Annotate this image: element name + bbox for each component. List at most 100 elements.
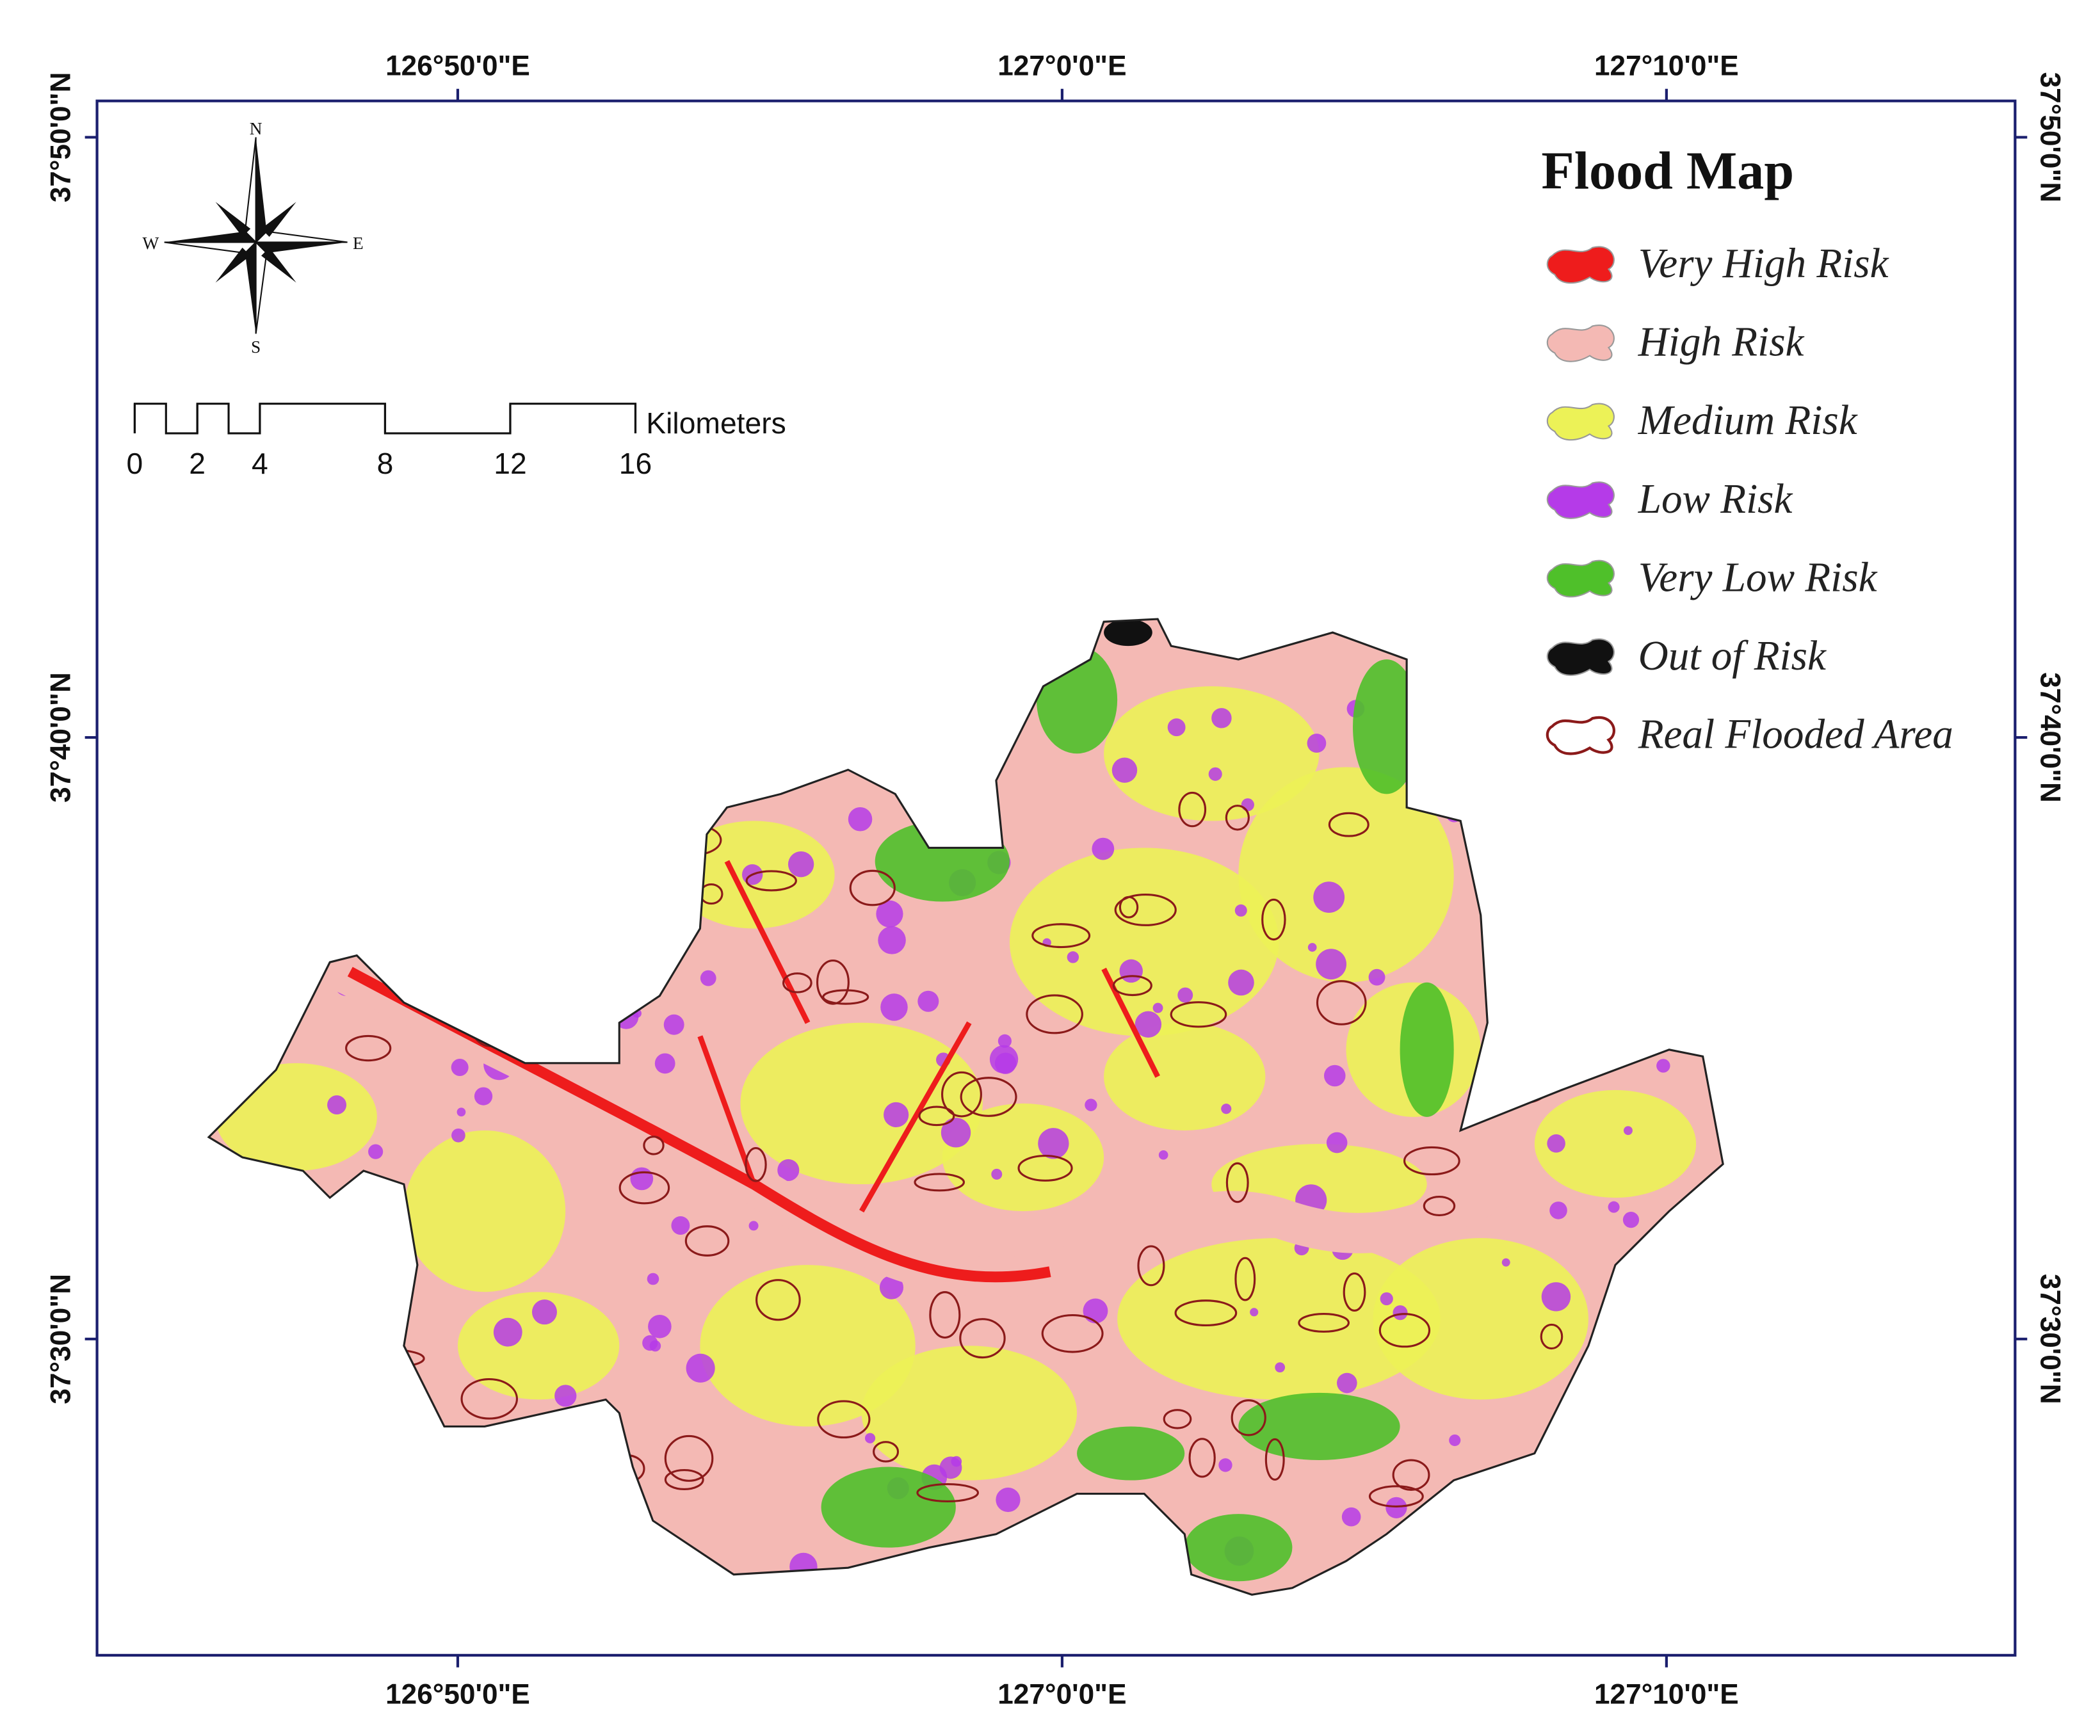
low-risk-patch	[951, 1456, 962, 1467]
low-risk-patch	[941, 1118, 971, 1148]
low-risk-patch	[1218, 1458, 1232, 1472]
legend-swatch	[1546, 246, 1615, 284]
legend-title: Flood Map	[1541, 141, 1794, 200]
medium-risk-zone	[1104, 686, 1320, 821]
compass-e: E	[353, 234, 364, 253]
medium-risk-zone	[700, 1265, 916, 1427]
low-risk-patch	[1038, 1128, 1069, 1159]
scale-unit: Kilometers	[646, 406, 786, 440]
longitude-label: 127°10'0"E	[1594, 51, 1739, 82]
flooded-area	[1316, 980, 1367, 1025]
legend-swatch	[1546, 325, 1615, 362]
low-risk-patch	[788, 851, 814, 878]
flooded-area	[745, 870, 797, 892]
flooded-area	[1231, 1399, 1266, 1436]
low-risk-patch	[1341, 1507, 1361, 1527]
low-risk-patch	[1167, 718, 1186, 737]
low-risk-patch	[1092, 837, 1115, 860]
flooded-area	[916, 1483, 980, 1503]
low-risk-patch	[848, 807, 873, 832]
compass: N S E W	[142, 119, 363, 357]
latitude-label: 37°30'0"N	[2034, 1274, 2065, 1404]
low-risk-patch	[1111, 757, 1138, 783]
medium-risk-zone	[861, 1346, 1078, 1481]
flooded-area	[1378, 1313, 1431, 1348]
medium-risk-zone	[1373, 1238, 1588, 1400]
scale-label: 8	[377, 447, 394, 480]
scale-label: 2	[189, 447, 206, 480]
medium-risk-zone	[403, 1130, 566, 1292]
stream	[697, 1035, 757, 1185]
latitude-label: 37°50'0"N	[2034, 72, 2065, 203]
low-risk-patch	[456, 1107, 466, 1117]
flooded-area	[1174, 1299, 1238, 1327]
low-risk-patch	[654, 1053, 675, 1074]
low-risk-patch	[1313, 881, 1345, 913]
low-risk-patch	[451, 1128, 465, 1143]
low-risk-patch	[686, 1353, 715, 1383]
flooded-area	[1026, 994, 1083, 1034]
medium-risk-zone	[457, 1292, 620, 1400]
medium-risk-zone	[740, 1022, 983, 1185]
low-risk-patch	[1541, 1282, 1571, 1312]
low-risk-patch	[1119, 959, 1143, 983]
medium-risk-zone	[942, 1103, 1104, 1212]
longitude-label: 127°0'0"E	[998, 51, 1126, 82]
legend: Very High Risk High Risk Medium Risk Low Ri…	[1546, 241, 1953, 757]
flooded-area	[1178, 791, 1207, 828]
low-risk-patch	[1275, 1362, 1286, 1373]
low-risk-patch	[648, 1314, 672, 1338]
low-risk-patch	[1622, 1212, 1640, 1228]
low-risk-patch	[1449, 1434, 1461, 1447]
longitude-label: 127°10'0"E	[1594, 1679, 1739, 1710]
low-risk-patch	[671, 1216, 690, 1235]
flooded-area	[822, 989, 869, 1005]
flooded-area	[782, 972, 812, 993]
low-risk-patch	[777, 1159, 800, 1182]
medium-risk-zone	[1534, 1089, 1697, 1198]
flooded-area	[1163, 1409, 1192, 1429]
low-risk-patch	[878, 926, 906, 954]
low-risk-patch	[531, 1299, 557, 1325]
compass-n: N	[250, 119, 262, 138]
flooded-area	[1392, 1459, 1430, 1491]
low-risk-patch	[663, 1014, 684, 1035]
very-low-risk-zone	[1077, 1426, 1185, 1481]
low-risk-patch	[998, 1034, 1012, 1048]
low-risk-patch	[630, 1167, 654, 1191]
flooded-area	[1423, 1195, 1456, 1217]
flooded-area	[941, 1071, 982, 1118]
flooded-area	[1225, 805, 1250, 831]
flooded-area	[1031, 923, 1091, 949]
low-risk-patch	[1152, 1002, 1163, 1013]
scale-label: 16	[619, 447, 652, 480]
low-risk-patch	[1083, 1298, 1108, 1324]
flooded-area	[873, 1441, 900, 1463]
low-risk-patch	[1085, 1098, 1097, 1111]
medium-risk-zone	[1104, 1022, 1266, 1130]
flooded-area	[849, 869, 896, 906]
legend-swatch	[1546, 559, 1615, 598]
out-of-risk-zone	[1104, 619, 1152, 647]
scale-label: 4	[252, 447, 268, 480]
low-risk-patch	[1241, 798, 1254, 812]
latitude-label: 37°30'0"N	[45, 1274, 77, 1404]
low-risk-patch	[368, 1144, 384, 1159]
low-risk-patch	[1307, 734, 1327, 753]
low-risk-patch	[1623, 1126, 1633, 1136]
flooded-area	[1234, 1257, 1256, 1301]
low-risk-patch	[1316, 949, 1346, 980]
low-risk-patch	[1608, 1201, 1620, 1213]
flooded-area	[1343, 1272, 1366, 1312]
low-risk-patch	[996, 1487, 1021, 1513]
low-risk-patch	[1393, 1305, 1408, 1321]
low-risk-patch	[1228, 969, 1254, 996]
flooded-area	[755, 1279, 801, 1321]
city-boundary	[207, 618, 1724, 1596]
low-risk-patch	[1549, 1202, 1567, 1219]
low-risk-patch	[1326, 1132, 1348, 1153]
flooded-area	[643, 1136, 665, 1155]
low-risk-patch	[748, 1221, 759, 1231]
medium-risk-zone	[1009, 848, 1279, 1036]
